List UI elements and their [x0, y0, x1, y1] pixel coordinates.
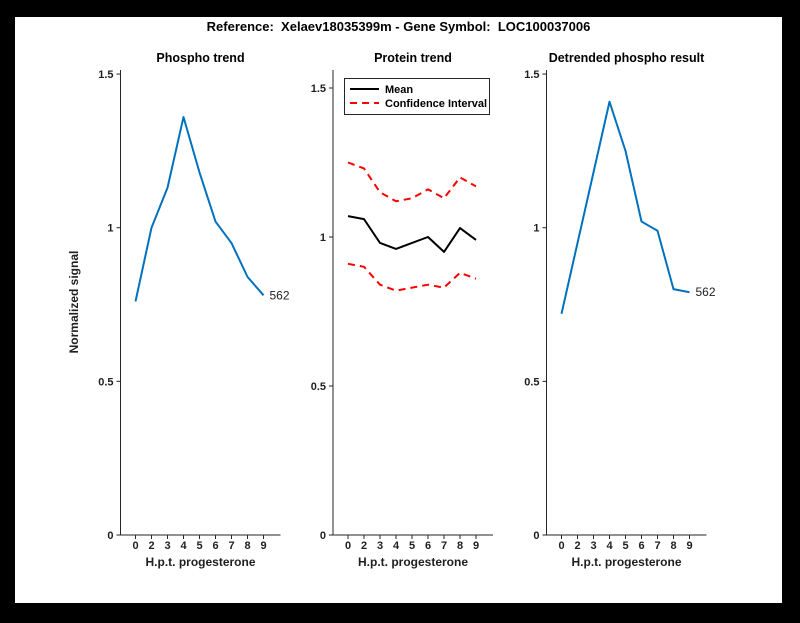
- detrended-phospho-signal-line: [560, 100, 690, 314]
- y-axis-label: Normalized signal: [67, 251, 81, 354]
- figure-title: Reference: Xelaev18035399m - Gene Symbol…: [207, 19, 591, 34]
- x-tick-label: 0: [345, 540, 351, 552]
- x-axis-label: H.p.t. progesterone: [145, 555, 255, 569]
- x-tick-label: 7: [441, 540, 447, 552]
- x-tick-label: 5: [409, 540, 415, 552]
- x-tick-label: 3: [377, 540, 383, 552]
- y-tick-label: 0.5: [98, 376, 113, 388]
- x-tick-label: 7: [228, 540, 234, 552]
- x-tick-label: 4: [180, 540, 187, 552]
- x-tick-label: 4: [393, 540, 400, 552]
- subplot-title: Protein trend: [374, 51, 452, 65]
- x-tick-label: 4: [606, 540, 613, 552]
- y-tick-label: 1: [533, 223, 539, 235]
- x-tick-label: 6: [212, 540, 218, 552]
- subplot-title: Phospho trend: [156, 51, 244, 65]
- protein-mean-line: [347, 215, 477, 253]
- x-tick-label: 3: [590, 540, 596, 552]
- y-tick-label: 1.5: [98, 69, 113, 81]
- legend-ci-label: Confidence Interval: [385, 98, 487, 110]
- x-tick-label: 8: [670, 540, 676, 552]
- x-tick-label: 0: [132, 540, 138, 552]
- y-tick-label: 1: [107, 223, 113, 235]
- x-tick-label: 5: [196, 540, 202, 552]
- confidence-interval-lower-line: [347, 262, 477, 292]
- x-tick-label: 8: [244, 540, 250, 552]
- x-axis-label: H.p.t. progesterone: [358, 555, 468, 569]
- x-tick-label: 5: [622, 540, 628, 552]
- x-tick-label: 2: [361, 540, 367, 552]
- phospho-signal-line: [134, 116, 265, 302]
- x-tick-label: 9: [686, 540, 692, 552]
- x-tick-label: 0: [558, 540, 564, 552]
- x-tick-label: 6: [638, 540, 644, 552]
- x-tick-label: 6: [425, 540, 431, 552]
- y-tick-label: 1.5: [524, 69, 539, 81]
- x-tick-label: 2: [148, 540, 154, 552]
- legend-mean-label: Mean: [385, 84, 413, 96]
- y-tick-label: 1.5: [311, 83, 326, 95]
- y-tick-label: 0: [107, 530, 113, 542]
- legend-border: [344, 78, 490, 115]
- confidence-interval-upper-line: [347, 161, 477, 203]
- x-tick-label: 3: [164, 540, 170, 552]
- y-tick-label: 0.5: [524, 376, 539, 388]
- legend-box: Mean Confidence Interval: [344, 78, 490, 115]
- y-tick-label: 0: [533, 530, 539, 542]
- y-tick-label: 1: [320, 232, 326, 244]
- series-end-label: 562: [696, 285, 716, 299]
- x-tick-label: 7: [654, 540, 660, 552]
- x-tick-label: 8: [457, 540, 463, 552]
- x-tick-label: 2: [574, 540, 580, 552]
- x-tick-label: 9: [473, 540, 479, 552]
- x-axis-label: H.p.t. progesterone: [571, 555, 681, 569]
- x-tick-label: 9: [260, 540, 266, 552]
- y-tick-label: 0: [320, 530, 326, 542]
- subplot-title: Detrended phospho result: [549, 51, 705, 65]
- series-end-label: 562: [270, 288, 290, 302]
- y-tick-label: 0.5: [311, 381, 326, 393]
